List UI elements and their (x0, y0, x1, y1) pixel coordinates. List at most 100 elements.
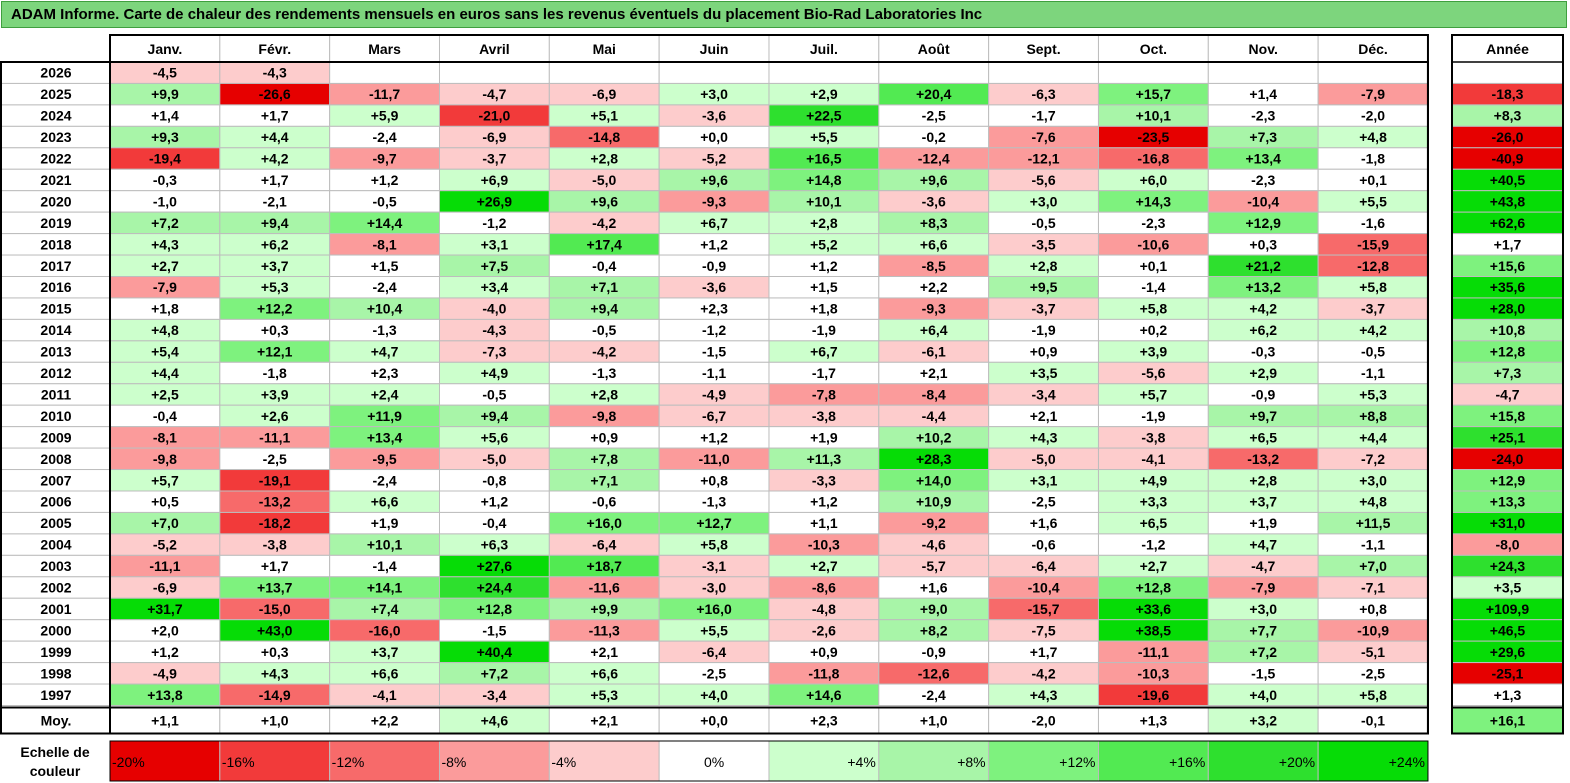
cell-value: +2,4 (371, 386, 399, 402)
cell-value: +18,7 (587, 558, 623, 574)
cell-value: +4,7 (371, 344, 399, 360)
cell-value: +7,0 (1359, 558, 1387, 574)
cell-value: -2,4 (922, 687, 946, 703)
cell-value: +4,8 (1359, 494, 1387, 510)
cell-value: -4,4 (922, 408, 946, 424)
cell-value: +3,9 (1140, 344, 1168, 360)
cell-value: -4,3 (263, 65, 287, 81)
row-year-label: 2013 (40, 344, 71, 360)
row-year-label: 1997 (40, 687, 71, 703)
cell-value: +4,3 (151, 236, 179, 252)
cell-value: +4,8 (1359, 129, 1387, 145)
cell-value: +4,0 (700, 687, 728, 703)
cell-value: -6,9 (482, 129, 506, 145)
cell-value: -3,3 (812, 472, 836, 488)
cell-value: +6,6 (590, 665, 618, 681)
year-total-value: -18,3 (1492, 86, 1524, 102)
cell-value: -4,2 (592, 215, 616, 231)
cell-value: -8,1 (373, 236, 397, 252)
cell-value: -5,0 (482, 451, 506, 467)
year-total-value: -8,0 (1495, 537, 1519, 553)
cell-value: +1,7 (261, 558, 289, 574)
cell-value: -2,3 (1251, 172, 1275, 188)
cell-value: +7,5 (481, 258, 509, 274)
cell-value: -14,8 (588, 129, 620, 145)
cell-value: -3,6 (702, 279, 726, 295)
cell-value: -2,5 (1031, 494, 1055, 510)
cell-value: -10,9 (1357, 622, 1389, 638)
cell-value: +13,7 (257, 580, 293, 596)
cell-value: -12,1 (1028, 151, 1060, 167)
cell-value: +2,8 (1249, 472, 1277, 488)
cell-value: +5,5 (810, 129, 838, 145)
cell-value: -0,8 (482, 472, 506, 488)
cell-value: +6,5 (1140, 515, 1168, 531)
month-header-label: Sept. (1026, 41, 1060, 57)
month-header-label: Janv. (148, 41, 183, 57)
cell-value: -1,9 (1141, 408, 1165, 424)
cell-value: +16,5 (806, 151, 842, 167)
average-value: +2,3 (810, 713, 838, 729)
cell-value: +2,5 (151, 386, 179, 402)
cell-value: +10,2 (916, 429, 952, 445)
cell-value: +1,8 (151, 301, 179, 317)
cell-value: -4,8 (812, 601, 836, 617)
average-cell (438, 707, 550, 734)
month-header-label: Juin (700, 41, 729, 57)
cell-value: +10,9 (916, 494, 952, 510)
month-header-label: Nov. (1249, 41, 1278, 57)
cell-value: +0,8 (700, 472, 728, 488)
month-header-label: Mai (593, 41, 616, 57)
cell-value: -4,9 (153, 665, 177, 681)
cell-value: -7,9 (1251, 580, 1275, 596)
cell-value: +7,2 (1249, 644, 1277, 660)
cell-value: +2,1 (920, 365, 948, 381)
cell-value: +1,9 (371, 515, 399, 531)
row-year-label: 2006 (40, 494, 71, 510)
year-total-value: +10,8 (1490, 322, 1526, 338)
cell-value: -3,4 (1031, 386, 1055, 402)
year-total-value: +15,8 (1490, 408, 1526, 424)
cell-value: +6,6 (371, 665, 399, 681)
cell-value: +7,2 (151, 215, 179, 231)
row-year-label: 2018 (40, 236, 71, 252)
cell-value: -2,5 (1361, 665, 1385, 681)
cell-value: -5,0 (592, 172, 616, 188)
cell-value: +2,6 (261, 408, 289, 424)
row-year-label: 2008 (40, 451, 71, 467)
cell-value: -7,1 (1361, 580, 1385, 596)
average-value: +3,2 (1249, 713, 1277, 729)
average-value: +4,6 (481, 713, 509, 729)
cell-value: +1,2 (700, 429, 728, 445)
cell-value: +1,6 (920, 580, 948, 596)
cell-value: -0,6 (1031, 537, 1055, 553)
cell-value: -5,2 (702, 151, 726, 167)
scale-value-label: -16% (222, 754, 255, 770)
cell-value: -15,7 (1028, 601, 1060, 617)
cell-value: -1,7 (812, 365, 836, 381)
cell-value: +7,1 (590, 472, 618, 488)
cell-value: +5,8 (1140, 301, 1168, 317)
cell-value: -10,3 (1137, 665, 1169, 681)
cell-value: -3,1 (702, 558, 726, 574)
year-total-value: +15,6 (1490, 258, 1526, 274)
cell-value: -8,6 (812, 580, 836, 596)
cell-value: +13,8 (147, 687, 183, 703)
rows-outline (0, 61, 1429, 735)
cell-value: +9,4 (481, 408, 509, 424)
cell-value: +0,1 (1359, 172, 1387, 188)
cell-value: +5,4 (151, 344, 179, 360)
cell-value: -0,9 (702, 258, 726, 274)
cell-value: -1,1 (1361, 537, 1385, 553)
cell-value: -1,7 (1031, 108, 1055, 124)
cell-value: +7,1 (590, 279, 618, 295)
month-header-cell (548, 34, 660, 63)
cell-value: -6,1 (922, 344, 946, 360)
cell-value: +1,5 (810, 279, 838, 295)
cell-value: -1,1 (702, 365, 726, 381)
cell-value: +8,2 (920, 622, 948, 638)
row-year-label: 2011 (41, 386, 72, 402)
scale-swatch (988, 740, 1099, 782)
cell-value: -10,4 (1247, 193, 1279, 209)
cell-value: -23,5 (1137, 129, 1169, 145)
